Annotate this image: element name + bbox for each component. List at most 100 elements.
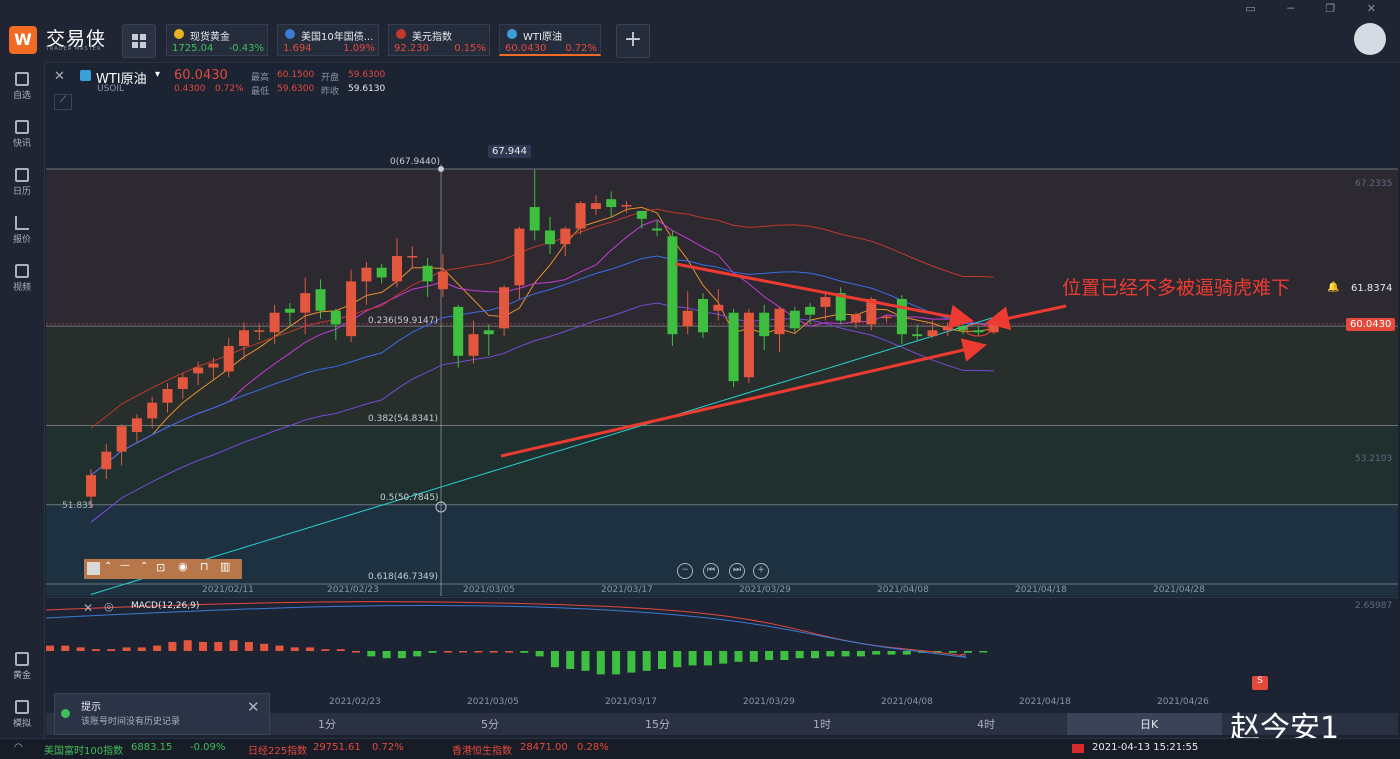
skip-forward-button[interactable]: ⏭ xyxy=(729,563,745,579)
alert-price-label: 61.8374 xyxy=(1351,283,1393,294)
period-4h[interactable]: 4时 xyxy=(977,718,995,731)
fib-label-0382: 0.382(54.8341) xyxy=(368,414,439,424)
sidebar-item-label: 黄金 xyxy=(12,671,31,681)
unlock-icon[interactable]: ⊓ xyxy=(200,560,209,573)
trash-icon[interactable]: ▥ xyxy=(220,560,231,573)
close-icon[interactable]: ✕ xyxy=(247,698,260,716)
chevron-down-icon[interactable]: ▾ xyxy=(155,69,161,80)
ticker-name[interactable]: 日经225指数 xyxy=(248,746,308,757)
period-1h[interactable]: 1时 xyxy=(813,718,831,731)
headset-icon[interactable]: ◠ xyxy=(14,742,23,753)
candle xyxy=(774,308,785,335)
grid-layout-button[interactable] xyxy=(122,24,156,58)
candle xyxy=(698,299,708,333)
tab-change: 0.72% xyxy=(565,43,597,54)
line-style-icon[interactable]: — xyxy=(120,560,130,571)
prev-close-label: 昨收 xyxy=(321,87,340,97)
candle xyxy=(422,265,433,282)
sidebar-item-news[interactable]: 快讯 xyxy=(0,120,44,149)
close-icon[interactable]: ✕ xyxy=(54,69,65,84)
zoom-out-button[interactable]: − xyxy=(677,563,693,579)
candlestick-chart[interactable] xyxy=(46,64,1398,596)
draw-tool-icon[interactable]: ⟋ xyxy=(54,94,72,110)
fib-label-0: 0(67.9440) xyxy=(390,157,440,167)
candle xyxy=(208,363,219,368)
candle xyxy=(881,316,892,319)
macd-label: MACD(12,26,9) xyxy=(131,601,200,611)
bollinger-upper-line xyxy=(90,208,994,429)
macd-panel[interactable] xyxy=(45,597,1398,714)
prev-close-value: 59.6130 xyxy=(348,84,386,94)
candle xyxy=(131,418,142,433)
macd-date: 2021/03/05 xyxy=(467,697,519,707)
macd-bar xyxy=(489,651,498,653)
add-tab-button[interactable]: + xyxy=(616,24,650,58)
sidebar-item-demo[interactable]: 模拟 xyxy=(0,700,44,729)
macd-date: 2021/02/23 xyxy=(329,697,381,707)
macd-bar xyxy=(550,651,559,668)
period-1m[interactable]: 1分 xyxy=(318,718,336,731)
sidebar-item-gold[interactable]: 黄金 xyxy=(0,652,44,681)
sidebar-item-calendar[interactable]: 日历 xyxy=(0,168,44,197)
close-icon[interactable]: ✕ xyxy=(83,601,94,615)
macd-bar xyxy=(107,649,116,651)
macd-bar xyxy=(61,645,70,651)
symbol-name[interactable]: WTI原油 xyxy=(96,72,147,87)
macd-bar xyxy=(841,651,850,657)
macd-bar xyxy=(428,651,437,653)
candle xyxy=(590,203,601,209)
ticker-name[interactable]: 香港恒生指数 xyxy=(452,746,512,757)
input-method-icon[interactable]: S xyxy=(1252,676,1268,690)
y-axis-label: 53.2103 xyxy=(1355,454,1393,464)
sidebar-item-watchlist[interactable]: 自选 xyxy=(0,72,44,101)
candle xyxy=(529,207,540,231)
macd-bar xyxy=(91,649,100,651)
sidebar-item-label: 报价 xyxy=(12,235,31,245)
price-chart[interactable] xyxy=(46,64,1398,596)
low-label: 最低 xyxy=(251,87,270,97)
candle xyxy=(330,310,341,325)
drawing-toolbar[interactable]: ⌃ — ⌃ ⊡ ◉ ⊓ ▥ xyxy=(84,559,242,579)
color-swatch-icon[interactable] xyxy=(87,562,100,575)
macd-bar xyxy=(443,651,452,653)
eye-icon[interactable]: ◉ xyxy=(178,560,188,573)
candle xyxy=(437,271,448,290)
candle xyxy=(116,426,127,452)
tab-gold[interactable]: 现货黄金 1725.04 -0.43% xyxy=(166,24,268,56)
fib-anchor xyxy=(438,166,444,172)
tab-dollar-index[interactable]: 美元指数 92.230 0.15% xyxy=(388,24,490,56)
symbol-change-pct: 0.72% xyxy=(215,84,244,94)
video-icon xyxy=(15,264,29,278)
bell-icon[interactable]: 🔔 xyxy=(1327,282,1340,293)
period-daily[interactable]: 日K xyxy=(1140,718,1159,731)
tab-label: 美国10年国债... xyxy=(301,32,374,43)
chevron-up-icon[interactable]: ⌃ xyxy=(104,561,113,572)
macd-date: 2021/04/26 xyxy=(1157,697,1209,707)
candle xyxy=(223,345,234,372)
settings-icon[interactable]: ◎ xyxy=(104,600,114,613)
candle xyxy=(86,475,96,497)
tab-wti[interactable]: WTI原油 60.0430 0.72% xyxy=(499,24,601,56)
candle xyxy=(942,326,953,331)
lock-icon[interactable]: ⊡ xyxy=(156,561,166,574)
candle xyxy=(315,289,326,311)
macd-bar xyxy=(902,651,911,655)
candle xyxy=(545,230,555,245)
skip-back-button[interactable]: ⏮ xyxy=(703,563,719,579)
us-flag-icon xyxy=(396,29,406,39)
chevron-up-icon[interactable]: ⌃ xyxy=(140,561,149,572)
avatar[interactable] xyxy=(1354,23,1386,55)
candle xyxy=(912,334,923,337)
sidebar-item-label: 视频 xyxy=(12,283,31,293)
period-daily-selected[interactable] xyxy=(1067,713,1222,735)
window-controls[interactable]: ▭ ─ ❐ ✕ xyxy=(1245,2,1390,15)
ticker-name[interactable]: 美国富时100指数 xyxy=(44,746,124,757)
period-15m[interactable]: 15分 xyxy=(645,718,670,731)
tab-us10y[interactable]: 美国10年国债... 1.694 1.09% xyxy=(277,24,379,56)
zoom-in-button[interactable]: + xyxy=(753,563,769,579)
sidebar-item-video[interactable]: 视频 xyxy=(0,264,44,293)
period-5m[interactable]: 5分 xyxy=(481,718,499,731)
macd-bar xyxy=(964,651,972,653)
sidebar-item-quotes[interactable]: 报价 xyxy=(0,216,44,245)
sidebar-item-label: 快讯 xyxy=(12,139,31,149)
